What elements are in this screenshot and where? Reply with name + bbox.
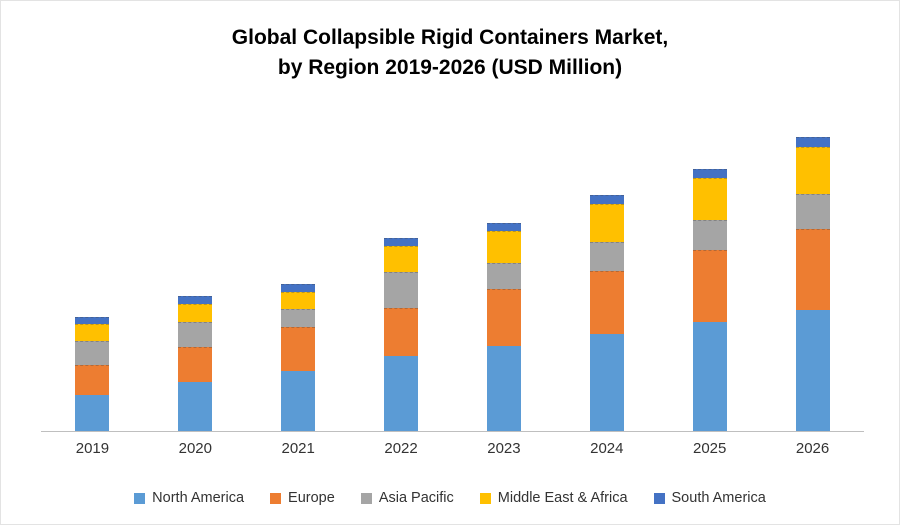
x-axis-label-2022: 2022 [384,440,418,457]
legend-item-asia-pacific: Asia Pacific [360,490,454,506]
bar-segment-middle-east-africa [795,147,830,194]
bar-segment-north-america [281,370,316,431]
bar-segment-north-america [795,309,830,431]
bar-segment-asia-pacific [795,193,830,229]
bar-segment-europe [486,288,521,346]
bar-2023 [486,222,521,431]
legend-item-south-america: South America [653,490,766,506]
bar-2024 [589,194,624,431]
bar-2026 [795,137,830,431]
x-axis-label-2019: 2019 [75,440,110,457]
legend-item-north-america: North America [134,490,244,506]
bar-segment-middle-east-africa [692,178,727,220]
legend-swatch-south-america [653,492,665,504]
bar-slot-2025 [658,121,761,431]
bar-segment-asia-pacific [692,219,727,250]
bar-segment-asia-pacific [75,340,110,366]
bar-segment-south-america [75,316,110,325]
bar-slot-2019 [41,121,144,431]
bar-segment-north-america [178,381,213,431]
legend-swatch-middle-east-africa [479,492,491,504]
x-axis-label-2023: 2023 [487,440,521,457]
legend-label-south-america: South America [671,490,766,506]
bar-slot-2026 [761,121,864,431]
bar-2021 [281,283,316,431]
bar-2019 [75,316,110,431]
bar-segment-middle-east-africa [486,231,521,264]
legend-label-asia-pacific: Asia Pacific [378,490,454,506]
bar-segment-asia-pacific [178,321,213,347]
bar-segment-europe [281,327,316,371]
chart-title-line2: by Region 2019-2026 (USD Million) [277,56,623,80]
x-axis-label-2024: 2024 [590,440,624,457]
bar-2022 [384,238,419,431]
legend-item-middle-east-africa: Middle East & Africa [479,490,628,506]
chart-title-line1: Global Collapsible Rigid Containers Mark… [231,26,669,49]
bar-slot-2023 [453,121,556,431]
legend-label-middle-east-africa: Middle East & Africa [497,490,628,506]
bar-slot-2022 [350,121,453,431]
legend-swatch-north-america [134,492,146,504]
x-axis-label-2026: 2026 [795,440,830,457]
bar-2020 [178,296,213,431]
bar-segment-north-america [692,321,727,431]
bar-segment-north-america [589,334,624,431]
bar-segment-asia-pacific [486,263,521,289]
bar-segment-north-america [486,345,521,431]
legend-item-europe: Europe [270,490,335,506]
bar-slot-2020 [144,121,247,431]
bar-segment-europe [795,228,830,310]
x-axis-label-2020: 2020 [178,440,212,457]
legend-swatch-asia-pacific [360,492,372,504]
x-axis-labels: 2019 2020 2021 2022 2023 2024 2025 2026 [41,440,864,457]
bar-2025 [692,169,727,431]
bar-segment-south-america [692,169,727,179]
chart-title: Global Collapsible Rigid Containers Mark… [1,1,899,84]
bar-segment-middle-east-africa [281,292,316,309]
bar-segment-south-america [178,296,213,305]
bar-segment-south-america [589,194,624,205]
bar-segment-asia-pacific [281,308,316,328]
bar-segment-south-america [486,222,521,232]
x-axis-label-2021: 2021 [281,440,315,457]
bar-segment-middle-east-africa [589,204,624,243]
plot-wrap: 2019 2020 2021 2022 2023 2024 2025 2026 [41,121,864,457]
bar-segment-europe [75,365,110,396]
bar-segment-europe [178,346,213,382]
legend: North America Europe Asia Pacific Middle Ea… [1,490,899,506]
legend-label-europe: Europe [288,490,335,506]
bar-slot-2024 [555,121,658,431]
bar-segment-europe [692,249,727,322]
bar-segment-middle-east-africa [75,324,110,341]
bar-segment-north-america [75,395,110,431]
legend-swatch-europe [270,492,282,504]
bar-segment-middle-east-africa [384,245,419,273]
bar-segment-south-america [384,238,419,246]
x-axis-label-2025: 2025 [693,440,727,457]
legend-label-north-america: North America [152,490,245,506]
bar-segment-europe [384,307,419,357]
bar-segment-south-america [281,283,316,293]
bar-segment-asia-pacific [589,242,624,272]
bar-slot-2021 [247,121,350,431]
plot-area [41,121,864,432]
bar-segment-north-america [384,356,419,431]
bar-segment-south-america [795,137,830,148]
bar-segment-asia-pacific [384,272,419,308]
bar-segment-europe [589,271,624,335]
bar-segment-middle-east-africa [178,304,213,322]
